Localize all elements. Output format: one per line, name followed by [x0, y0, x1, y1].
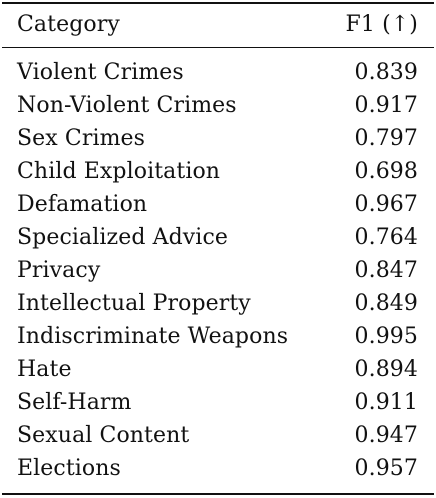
f1-score-cell: 0.764	[354, 225, 418, 250]
table-header-row: Category F1 (↑)	[0, 8, 436, 41]
f1-score-cell: 0.995	[354, 324, 418, 349]
category-cell: Elections	[17, 456, 121, 481]
f1-score-cell: 0.911	[354, 390, 418, 415]
category-cell: Hate	[17, 357, 72, 382]
f1-score-cell: 0.698	[354, 159, 418, 184]
category-cell: Sexual Content	[17, 423, 190, 448]
f1-score-cell: 0.849	[354, 291, 418, 316]
f1-score-cell: 0.967	[354, 192, 418, 217]
category-cell: Non-Violent Crimes	[17, 93, 237, 118]
table-row: Indiscriminate Weapons 0.995	[0, 320, 436, 353]
f1-header: F1 (↑)	[345, 12, 418, 37]
category-cell: Self-Harm	[17, 390, 132, 415]
table-row: Self-Harm 0.911	[0, 386, 436, 419]
table-row: Intellectual Property 0.849	[0, 287, 436, 320]
category-cell: Violent Crimes	[17, 60, 184, 85]
category-cell: Sex Crimes	[17, 126, 146, 151]
table-row: Hate 0.894	[0, 353, 436, 386]
bottom-rule	[2, 493, 434, 495]
f1-score-cell: 0.847	[354, 258, 418, 283]
top-rule	[2, 2, 434, 4]
category-cell: Intellectual Property	[17, 291, 251, 316]
table-row: Non-Violent Crimes 0.917	[0, 89, 436, 122]
category-cell: Child Exploitation	[17, 159, 221, 184]
category-cell: Indiscriminate Weapons	[17, 324, 289, 349]
f1-score-cell: 0.797	[354, 126, 418, 151]
category-cell: Defamation	[17, 192, 148, 217]
table-row: Privacy 0.847	[0, 254, 436, 287]
table-row: Sexual Content 0.947	[0, 419, 436, 452]
table-row: Elections 0.957	[0, 452, 436, 485]
table-row: Defamation 0.967	[0, 188, 436, 221]
category-cell: Specialized Advice	[17, 225, 228, 250]
header-rule	[2, 47, 434, 48]
table-row: Specialized Advice 0.764	[0, 221, 436, 254]
f1-score-cell: 0.957	[354, 456, 418, 481]
category-cell: Privacy	[17, 258, 101, 283]
f1-score-cell: 0.894	[354, 357, 418, 382]
table-row: Child Exploitation 0.698	[0, 155, 436, 188]
f1-score-cell: 0.947	[354, 423, 418, 448]
table-row: Sex Crimes 0.797	[0, 122, 436, 155]
f1-score-cell: 0.839	[354, 60, 418, 85]
f1-score-cell: 0.917	[354, 93, 418, 118]
category-header: Category	[17, 12, 120, 37]
table-row: Violent Crimes 0.839	[0, 56, 436, 89]
